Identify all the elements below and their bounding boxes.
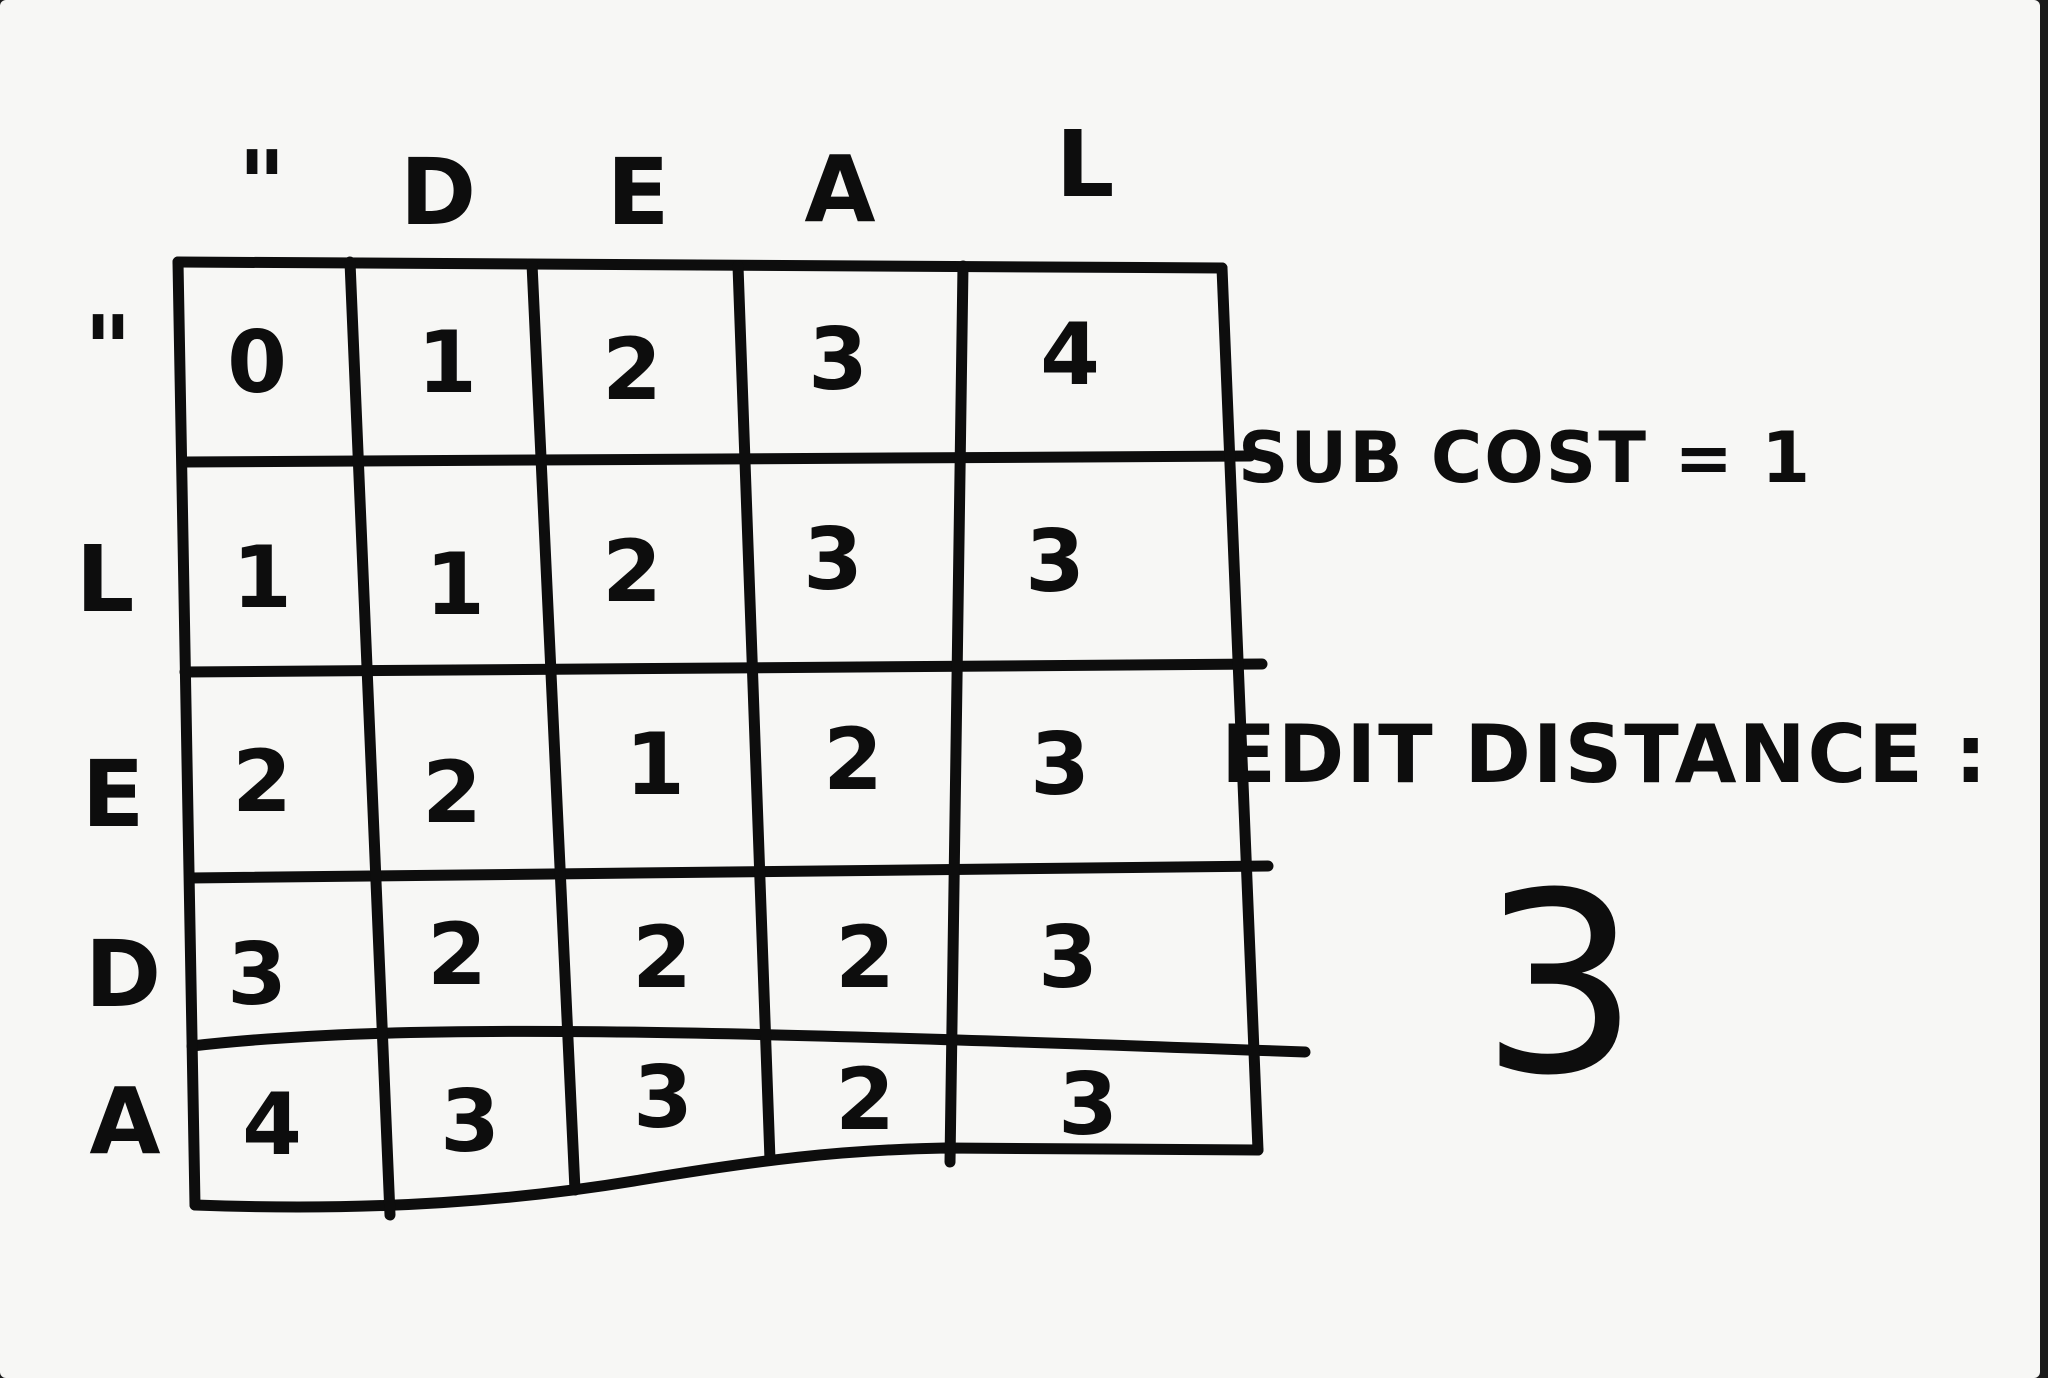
grid-line-row3 <box>184 860 1274 884</box>
matrix-cell: 4 <box>242 1075 302 1175</box>
matrix-cell: 2 <box>232 732 292 832</box>
matrix-cell: 2 <box>835 1050 895 1150</box>
matrix-cell: 3 <box>1058 1055 1118 1155</box>
matrix-cell: 2 <box>602 522 662 622</box>
matrix-cell: 3 <box>1030 715 1090 815</box>
row-header-e: E <box>81 741 145 848</box>
matrix-cell: 3 <box>808 310 868 410</box>
matrix-cell: 2 <box>422 743 482 843</box>
matrix-cell: 3 <box>633 1048 693 1148</box>
grid-line-row1 <box>179 450 1256 468</box>
row-header-l: L <box>75 526 135 633</box>
column-header-a: A <box>804 136 876 243</box>
matrix-cell: 3 <box>227 925 287 1025</box>
grid-line-row2 <box>179 658 1268 678</box>
grid-line-left <box>172 256 201 1211</box>
column-header-d: D <box>399 139 477 246</box>
row-header-d: D <box>84 921 162 1028</box>
matrix-cell: 2 <box>632 908 692 1008</box>
matrix-cell: 2 <box>823 710 883 810</box>
matrix-cell: 0 <box>227 313 287 413</box>
column-header-e: E <box>606 139 670 246</box>
column-header-l: L <box>1055 111 1115 218</box>
edit-distance-label: EDIT DISTANCE : <box>1221 708 1989 801</box>
matrix-cell: 1 <box>232 528 292 628</box>
grid-line-right <box>1216 262 1264 1156</box>
matrix-cell: 3 <box>1038 908 1098 1008</box>
matrix-cell: 3 <box>1025 512 1085 612</box>
matrix-cell: 2 <box>427 905 487 1005</box>
grid-line-col4 <box>944 260 969 1168</box>
matrix-cell: 3 <box>803 510 863 610</box>
matrix-cell: 1 <box>625 715 685 815</box>
row-header-a: A <box>89 1068 161 1175</box>
matrix-cell: 1 <box>425 535 485 635</box>
grid-line-col1 <box>344 256 396 1221</box>
grid-line-top <box>172 256 1228 274</box>
sub-cost-note: SUB COST = 1 <box>1237 417 1813 499</box>
matrix-cell: 2 <box>835 908 895 1008</box>
matrix-cell: 1 <box>417 313 477 413</box>
edit-distance-value: 3 <box>1480 839 1640 1130</box>
row-header-empty: " <box>84 296 132 403</box>
grid-line-bottom <box>189 1142 1264 1213</box>
grid-line-row4 <box>186 1025 1311 1058</box>
grid-line-col3 <box>732 260 776 1166</box>
matrix-cell: 3 <box>440 1072 500 1172</box>
column-header-empty: " <box>238 131 286 238</box>
grid-line-col2 <box>526 258 581 1196</box>
matrix-cell: 2 <box>602 320 662 420</box>
matrix-cell: 4 <box>1040 305 1100 405</box>
